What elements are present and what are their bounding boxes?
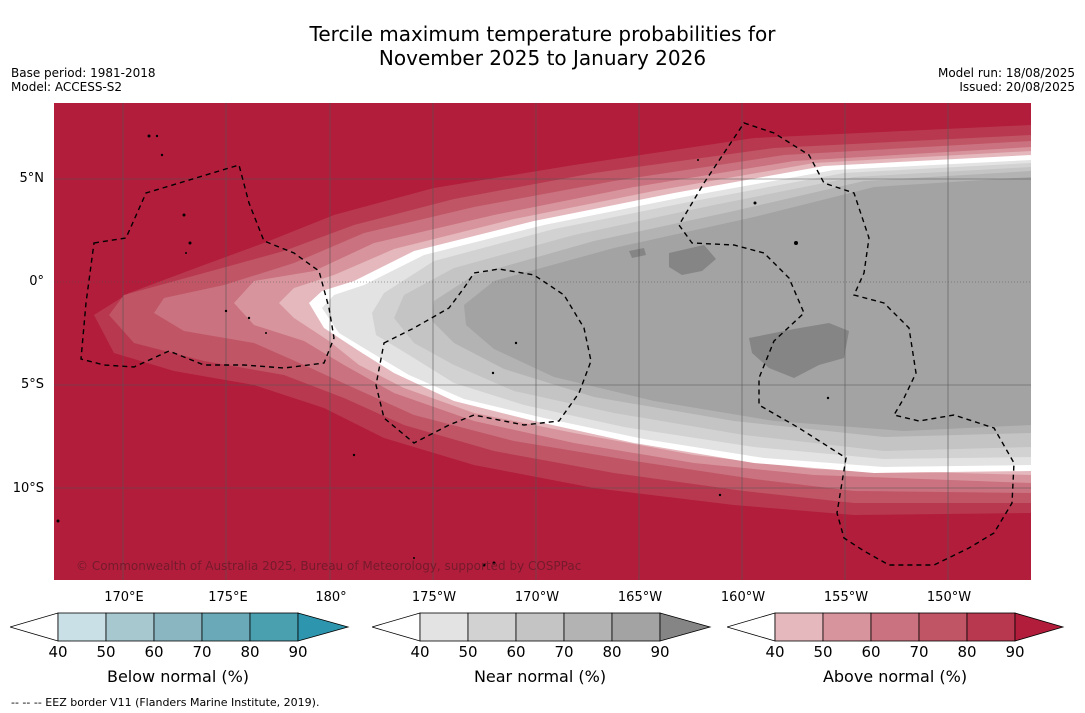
below-cbar-segment-1 [57,612,107,642]
copyright-credit: © Commonwealth of Australia 2025, Bureau… [76,559,582,573]
near-tick-80: 80 [602,643,622,661]
near-cbar-segment-1 [419,612,469,642]
near-90-patch-1 [669,245,716,275]
near-cbar-upper-extend [659,612,712,642]
islands [56,134,830,567]
below-cbar-lower-extend [10,612,59,642]
near-normal-label: Near normal (%) [473,667,607,686]
lon-label-175w: 175°W [411,590,457,605]
lon-label-150w: 150°W [926,590,972,605]
above-cbar-segment-5 [966,612,1016,642]
lon-label-175e: 175°E [208,590,248,605]
below-tick-50: 50 [96,643,116,661]
model-name: Model: ACCESS-S2 [11,80,123,94]
colorbar-above-normal [727,612,1065,642]
below-cbar-upper-extend [297,612,350,642]
lon-gridlines [122,103,949,580]
near-cbar-lower-extend [372,612,421,642]
below-tick-70: 70 [192,643,212,661]
base-period: Base period: 1981-2018 [11,66,156,80]
probability-map [54,103,1031,580]
above-cbar-segment-2 [822,612,872,642]
colorbar-below-normal [10,612,350,642]
below-tick-90: 90 [288,643,308,661]
near-cbar-segment-5 [611,612,661,642]
meta-right: Model run: 18/08/2025 Issued: 20/08/2025 [938,66,1075,94]
below-cbar-segment-2 [105,612,155,642]
above-normal-label: Above normal (%) [822,667,968,686]
above-cbar-segment-3 [870,612,920,642]
above-tick-90: 90 [1005,643,1025,661]
meta-left: Base period: 1981-2018 Model: ACCESS-S2 [11,66,156,94]
near-tick-90: 90 [650,643,670,661]
below-normal-label: Below normal (%) [106,667,250,686]
lat-label-0: 0° [29,274,44,289]
near-cbar-segment-3 [515,612,565,642]
lon-label-170w: 170°W [514,590,560,605]
above-cbar-lower-extend [727,612,776,642]
below-tick-60: 60 [144,643,164,661]
issued-date: Issued: 20/08/2025 [959,80,1075,94]
eez-borders [80,122,1015,566]
lat-label-5n: 5°N [19,171,45,186]
near-tick-70: 70 [554,643,574,661]
near-tick-60: 60 [506,643,526,661]
below-cbar-segment-3 [153,612,203,642]
lon-label-160w: 160°W [720,590,766,605]
near-80-region [464,177,1031,431]
near-90-patch-3 [629,248,646,258]
near-tick-50: 50 [458,643,478,661]
above-tick-40: 40 [765,643,785,661]
colorbar-near-normal [372,612,712,642]
map-canvas [54,103,1031,580]
lon-label-155w: 155°W [823,590,869,605]
lat-gridlines [54,178,1031,489]
lat-label-5s: 5°S [20,377,44,392]
near-cbar-segment-2 [467,612,517,642]
above-cbar-segment-1 [774,612,824,642]
below-cbar-segment-4 [201,612,251,642]
title-line-1: Tercile maximum temperature probabilitie… [309,22,776,46]
lon-label-165w: 165°W [617,590,663,605]
above-tick-80: 80 [957,643,977,661]
near-90-patch-2 [749,323,849,378]
eez-footnote: -- -- -- EEZ border V11 (Flanders Marine… [11,696,320,709]
near-tick-40: 40 [410,643,430,661]
above-tick-60: 60 [861,643,881,661]
lon-label-180: 180° [315,590,347,605]
above-cbar-segment-4 [918,612,968,642]
lon-label-170e: 170°E [104,590,144,605]
title-line-2: November 2025 to January 2026 [378,46,707,70]
above-tick-70: 70 [909,643,929,661]
above-tick-50: 50 [813,643,833,661]
below-tick-40: 40 [48,643,68,661]
below-tick-80: 80 [240,643,260,661]
map-title: Tercile maximum temperature probabilitie… [0,22,1085,70]
lat-label-10s: 10°S [12,481,44,496]
above-cbar-upper-extend [1014,612,1065,642]
model-run: Model run: 18/08/2025 [937,66,1075,80]
below-cbar-segment-5 [249,612,299,642]
near-cbar-segment-4 [563,612,613,642]
